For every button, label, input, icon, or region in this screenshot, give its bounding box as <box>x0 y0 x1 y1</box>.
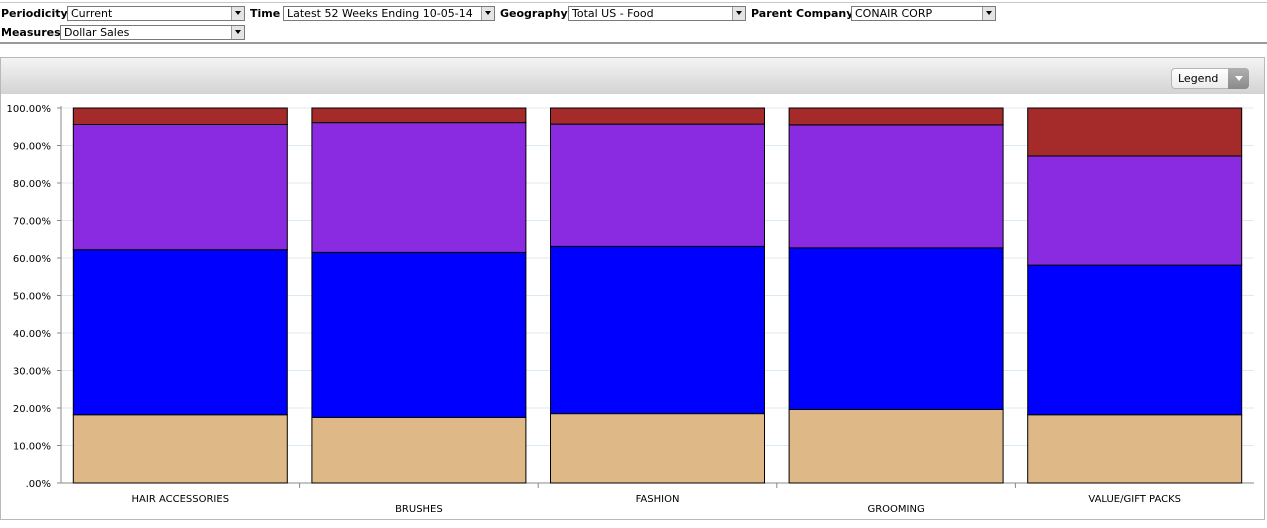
measures-select[interactable]: Dollar Sales <box>60 25 245 40</box>
y-tick-label: .00% <box>26 479 51 490</box>
top-divider <box>0 2 1267 3</box>
bar-segment <box>311 251 527 418</box>
measures-value: Dollar Sales <box>64 26 130 39</box>
bar-segment <box>788 124 1004 249</box>
bar-segment <box>788 107 1004 126</box>
bar-segment <box>72 414 288 484</box>
time-value: Latest 52 Weeks Ending 10-05-14 <box>287 7 473 20</box>
y-tick-label: 30.00% <box>13 367 51 378</box>
parent-company-value: CONAIR CORP <box>855 7 933 20</box>
chevron-down-icon <box>1228 68 1249 89</box>
geography-value: Total US - Food <box>572 7 654 20</box>
filter-bar: Periodicity Current Time Latest 52 Weeks… <box>0 0 1267 44</box>
bar-segment <box>550 123 765 247</box>
x-category-label: VALUE/GIFT PACKS <box>1088 494 1181 505</box>
periodicity-value: Current <box>71 7 113 20</box>
bar-segment <box>550 107 765 125</box>
chevron-down-icon <box>231 7 244 20</box>
y-tick-label: 60.00% <box>13 254 51 265</box>
measures-label: Measures <box>1 26 61 39</box>
bar-segment <box>1027 264 1243 416</box>
bar-segment <box>550 413 765 484</box>
x-category-label: HAIR ACCESSORIES <box>132 494 230 505</box>
legend-dropdown[interactable]: Legend <box>1171 68 1249 89</box>
x-category-label: FASHION <box>636 494 680 505</box>
bar-segment <box>72 124 288 251</box>
bar-segment <box>72 249 288 416</box>
y-tick-label: 50.00% <box>13 292 51 303</box>
bar-segment <box>311 122 527 253</box>
geography-label: Geography <box>500 7 568 20</box>
bar-segment <box>1027 155 1243 266</box>
bar-segment <box>1027 414 1243 484</box>
y-tick-label: 10.00% <box>13 442 51 453</box>
geography-select[interactable]: Total US - Food <box>568 6 746 21</box>
legend-label: Legend <box>1178 72 1219 85</box>
periodicity-label: Periodicity <box>1 7 68 20</box>
bar-segment <box>72 107 288 125</box>
chevron-down-icon <box>231 26 244 39</box>
bar-segment <box>311 416 527 484</box>
bar-segment <box>311 107 527 124</box>
parent-company-label: Parent Company <box>751 7 854 20</box>
y-tick-label: 70.00% <box>13 217 51 228</box>
bar-segment <box>1027 107 1243 157</box>
x-category-label: BRUSHES <box>395 504 443 515</box>
bar-segment <box>550 245 765 415</box>
time-select[interactable]: Latest 52 Weeks Ending 10-05-14 <box>283 6 495 21</box>
bar-segment <box>788 247 1004 410</box>
periodicity-select[interactable]: Current <box>67 6 245 21</box>
y-tick-label: 20.00% <box>13 404 51 415</box>
parent-company-select[interactable]: CONAIR CORP <box>851 6 996 21</box>
y-tick-label: 40.00% <box>13 329 51 340</box>
filter-divider <box>0 42 1267 44</box>
y-tick-label: 90.00% <box>13 142 51 153</box>
chevron-down-icon <box>982 7 995 20</box>
x-category-label: GROOMING <box>867 504 924 515</box>
y-tick-label: 80.00% <box>13 179 51 190</box>
bar-segment <box>788 409 1004 484</box>
chevron-down-icon <box>481 7 494 20</box>
time-label: Time <box>250 7 281 20</box>
y-tick-label: 100.00% <box>7 104 52 115</box>
chart-panel-header: Legend <box>1 58 1264 94</box>
chevron-down-icon <box>732 7 745 20</box>
